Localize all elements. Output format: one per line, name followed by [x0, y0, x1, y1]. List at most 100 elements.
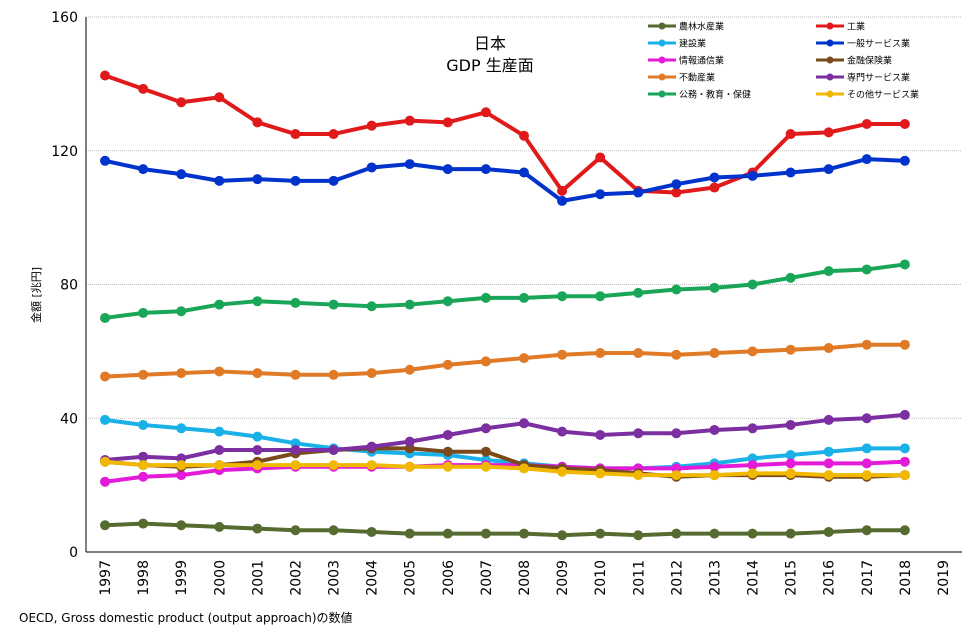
data-point — [633, 530, 644, 541]
data-point — [100, 155, 111, 166]
series-line — [104, 417, 905, 471]
data-point — [709, 424, 720, 435]
data-point — [519, 292, 529, 303]
chart-subtitle: GDP 生産面 — [446, 56, 533, 75]
x-tick-label: 2015 — [784, 560, 800, 596]
data-point — [519, 167, 529, 178]
x-tick-label: 2017 — [860, 560, 876, 596]
data-point — [785, 272, 796, 283]
data-point — [899, 409, 910, 420]
data-point — [252, 174, 263, 185]
data-point — [252, 523, 263, 534]
data-point — [138, 164, 149, 175]
data-point — [709, 348, 720, 359]
legend-item: 専門サービス業 — [816, 72, 910, 84]
data-point — [100, 70, 111, 81]
data-point — [633, 187, 644, 198]
data-point — [709, 470, 720, 481]
legend-swatch-marker — [658, 56, 666, 64]
data-point — [671, 284, 682, 295]
legend-item: 金融保険業 — [816, 55, 892, 67]
series-line — [104, 459, 905, 484]
data-point — [138, 460, 149, 471]
data-point — [214, 366, 225, 377]
data-point — [176, 470, 187, 481]
data-point — [138, 307, 149, 318]
legend-item: 不動産業 — [648, 72, 715, 84]
data-point — [404, 159, 415, 170]
legend-swatch-marker — [826, 56, 834, 64]
series-line — [104, 459, 905, 478]
data-point — [671, 179, 682, 190]
legend-label: その他サービス業 — [847, 89, 919, 101]
data-point — [214, 521, 225, 532]
data-point — [176, 460, 187, 471]
data-point — [823, 458, 834, 469]
legend-swatch-marker — [658, 39, 666, 47]
data-point — [861, 525, 872, 536]
x-tick-label: 2011 — [631, 560, 647, 596]
x-tick-label: 2007 — [479, 560, 495, 596]
data-point — [480, 528, 491, 539]
gridlines — [86, 16, 962, 419]
data-point — [899, 456, 910, 467]
data-point — [290, 175, 301, 186]
data-point — [214, 92, 225, 103]
data-point — [557, 195, 568, 206]
data-point — [480, 107, 491, 118]
data-point — [633, 348, 644, 359]
data-point — [100, 414, 111, 425]
data-point — [366, 120, 377, 131]
data-point — [366, 460, 377, 471]
legend-swatch-marker — [826, 22, 834, 30]
data-point — [290, 460, 301, 471]
data-point — [595, 429, 606, 440]
data-point — [366, 162, 377, 173]
x-tick-label: 2000 — [212, 560, 228, 596]
data-point — [785, 458, 796, 469]
data-point — [899, 155, 910, 166]
data-point — [366, 301, 377, 312]
data-point — [861, 264, 872, 275]
x-tick-label: 2001 — [250, 560, 266, 596]
x-tick-label: 2003 — [327, 560, 343, 596]
data-point — [671, 349, 682, 360]
x-tick-label: 2014 — [746, 560, 762, 596]
data-point — [899, 525, 910, 536]
data-point — [557, 426, 568, 437]
data-point — [480, 164, 491, 175]
x-tick-label: 2008 — [517, 560, 533, 596]
data-point — [480, 446, 491, 457]
data-point — [595, 152, 606, 163]
data-point — [861, 458, 872, 469]
x-tick-label: 2018 — [898, 560, 914, 596]
legend-item: 建設業 — [648, 38, 706, 50]
data-point — [823, 164, 834, 175]
legend-label: 情報通信業 — [679, 55, 724, 67]
data-point — [100, 371, 111, 382]
data-point — [709, 182, 720, 193]
data-point — [328, 445, 339, 456]
data-point — [252, 117, 263, 128]
data-point — [671, 428, 682, 439]
data-point — [823, 127, 834, 138]
x-tick-label: 2012 — [669, 560, 685, 596]
data-point — [138, 369, 149, 380]
x-tick-label: 2006 — [441, 560, 457, 596]
data-point — [861, 413, 872, 424]
data-point — [861, 339, 872, 350]
y-tick-label: 80 — [60, 278, 78, 294]
data-point — [861, 443, 872, 454]
data-point — [480, 356, 491, 367]
y-tick-label: 40 — [60, 411, 78, 427]
data-point — [823, 470, 834, 481]
data-point — [404, 364, 415, 375]
data-point — [785, 468, 796, 479]
chart-title: 日本 — [474, 34, 506, 53]
x-tick-label: 2005 — [403, 560, 419, 596]
data-point — [328, 525, 339, 536]
legend-swatch-marker — [658, 90, 666, 98]
data-point — [709, 461, 720, 472]
series-8 — [100, 259, 910, 323]
